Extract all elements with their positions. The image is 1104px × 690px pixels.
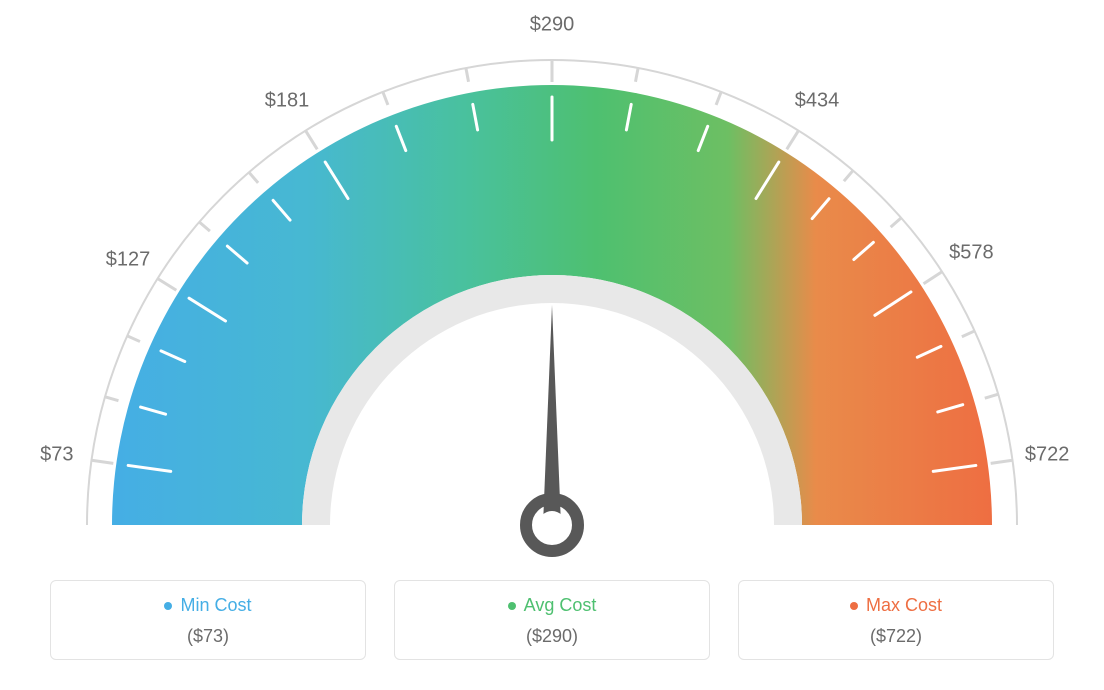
legend-max: Max Cost ($722) — [738, 580, 1054, 660]
dot-icon — [508, 602, 516, 610]
legend-avg-value: ($290) — [405, 626, 699, 647]
legend-min-label: Min Cost — [164, 595, 251, 616]
gauge-area: $73 $127 $181 $290 $434 $578 $722 — [0, 0, 1104, 560]
tick-label: $722 — [1025, 444, 1070, 467]
tick-label: $181 — [265, 89, 310, 112]
legend-row: Min Cost ($73) Avg Cost ($290) Max Cost … — [50, 580, 1054, 660]
legend-min-text: Min Cost — [180, 595, 251, 616]
tick-label: $434 — [795, 89, 840, 112]
tick-label: $578 — [949, 241, 994, 264]
legend-max-value: ($722) — [749, 626, 1043, 647]
dot-icon — [164, 602, 172, 610]
legend-avg: Avg Cost ($290) — [394, 580, 710, 660]
legend-max-label: Max Cost — [850, 595, 942, 616]
tick-label: $290 — [530, 14, 575, 37]
legend-avg-text: Avg Cost — [524, 595, 597, 616]
legend-min-value: ($73) — [61, 626, 355, 647]
tick-label: $127 — [106, 249, 151, 272]
dot-icon — [850, 602, 858, 610]
legend-max-text: Max Cost — [866, 595, 942, 616]
cost-gauge-chart: $73 $127 $181 $290 $434 $578 $722 Min Cost ($7… — [0, 0, 1104, 690]
legend-min: Min Cost ($73) — [50, 580, 366, 660]
tick-label: $73 — [40, 444, 73, 467]
gauge-svg — [0, 0, 1104, 560]
legend-avg-label: Avg Cost — [508, 595, 597, 616]
